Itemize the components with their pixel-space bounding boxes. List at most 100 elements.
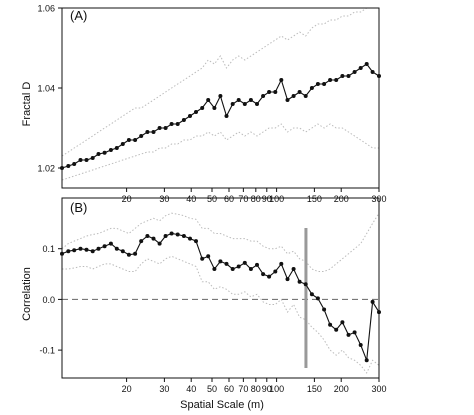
panel-b-data-point (297, 279, 302, 284)
panel-b-data-point (230, 267, 235, 271)
panel-b-data-point (175, 232, 180, 237)
panel-b-data-point (194, 239, 198, 244)
panel-a-data-point (66, 164, 71, 168)
panel-b-data-point (248, 267, 253, 271)
panel-b-data-point (315, 296, 320, 301)
panel-a-x-tick-label: 80 (251, 194, 261, 204)
panel-a-axis-frame (61, 7, 380, 189)
panel-b-x-tick-label: 80 (251, 384, 261, 394)
panel-b-data-point (352, 330, 357, 335)
panel-b-axis-frame (61, 197, 380, 379)
panel-b-data-point (267, 274, 272, 279)
panel-a-data-point (315, 82, 320, 86)
panel-a-data-point (139, 134, 144, 138)
panel-a-data-point (157, 126, 162, 130)
panel-a-x-tick-label: 20 (122, 194, 132, 204)
panel-a-x-tick-label: 50 (207, 194, 217, 204)
panel-b-data-point (340, 320, 345, 325)
panel-b-data-point (212, 267, 217, 271)
panel-b-x-axis-label: Spatial Scale (m) (180, 399, 264, 411)
panel-a-data-point (102, 150, 107, 155)
panel-b-data-point (151, 236, 156, 241)
panel-a-label: (A) (70, 8, 87, 23)
panel-a-data-point (218, 94, 223, 98)
panel-b-label: (B) (70, 200, 87, 215)
panel-a-data-point (255, 102, 259, 106)
panel-a-y-tick-label: 1.06 (37, 4, 55, 14)
panel-a-data-point (200, 106, 205, 110)
panel-a-data-point (261, 94, 266, 98)
panel-a-x-tick-label: 30 (159, 194, 169, 204)
panel-b-data-point (322, 307, 327, 312)
panel-a-data-point (364, 62, 369, 66)
panel-a-data-point (151, 130, 156, 134)
panel-b-series-line (61, 232, 380, 361)
panel-a-data-point (96, 152, 101, 156)
panel-a-data-point (309, 86, 314, 90)
panel-b-data-point (200, 256, 205, 261)
panel-a-data-point (334, 78, 339, 82)
panel-b-data-point (328, 322, 333, 327)
panel-b-data-point (78, 246, 83, 251)
panel-b-data-point (255, 262, 259, 267)
panel-a-data-point (133, 138, 138, 142)
panel-b-series (60, 231, 381, 363)
panel-b-reference-lines (62, 228, 379, 368)
panel-b-confidence-bands (61, 212, 380, 374)
panel-a-data-point (328, 78, 333, 82)
panel-a-data-point (84, 158, 89, 162)
panel-b-x-tick-label: 20 (122, 384, 132, 394)
panel-a-x-tick-label: 100 (269, 194, 284, 204)
panel-b-data-point (133, 251, 138, 256)
panel-a-y-tick-label: 1.02 (37, 164, 55, 174)
panel-b-x-tick-label: 150 (307, 384, 322, 394)
panel-a-data-point (279, 78, 284, 82)
panel-b-data-point (261, 272, 266, 277)
panel-b-plot-area (62, 198, 379, 378)
panel-b-data-point (236, 264, 241, 269)
panel-a-data-point (206, 98, 211, 102)
panel-b-data-point (72, 248, 77, 253)
panel-a-x-tick-label: 60 (224, 194, 234, 204)
panel-a-data-point (108, 148, 113, 152)
panel-a-data-point (188, 114, 192, 118)
panel-b: (B) Correlation -0.10.00.120 30 40 50 60 70 80… (21, 197, 387, 411)
panel-b-x-tick-label: 90 (262, 384, 272, 394)
panel-a-x-tick-label: 40 (186, 194, 196, 204)
panel-a-y-axis-label: Fractal D (21, 82, 33, 127)
panel-a-data-point (120, 142, 125, 146)
panel-b-data-point (84, 247, 89, 252)
panel-a-data-point (194, 110, 198, 114)
panel-b-data-point (181, 234, 186, 238)
panel-b-x-tick-label: 40 (186, 384, 196, 394)
panel-a-data-point (267, 90, 272, 94)
panel-b-upper-ci-line (61, 212, 380, 272)
panel-a-data-point (285, 98, 290, 102)
panel-a-data-point (340, 74, 345, 78)
panel-b-data-point (206, 254, 211, 259)
panel-b-x-tick-label: 300 (371, 384, 386, 394)
panel-a-data-point (303, 94, 308, 98)
panel-a-x-tick-label: 150 (307, 194, 322, 204)
panel-a-x-tick-label: 90 (262, 194, 272, 204)
panel-a-confidence-bands (61, 7, 379, 181)
panel-a-x-tick-label: 70 (238, 194, 248, 204)
panel-b-data-point (139, 239, 144, 244)
panel-b-data-point (66, 249, 71, 254)
panel-b-data-point (90, 249, 95, 254)
panel-a-data-point (358, 66, 363, 70)
panel-a-lower-ci-line (61, 123, 379, 181)
panel-b-data-point (126, 252, 131, 257)
panel-b-data-point (145, 234, 150, 238)
panel-a-data-point (230, 102, 235, 106)
panel-a-data-point (352, 70, 357, 74)
panel-b-data-point (96, 246, 101, 251)
panel-b-x-tick-label: 60 (224, 384, 234, 394)
panel-b-data-point (303, 282, 308, 287)
panel-a-data-point (291, 94, 296, 98)
panel-a-x-tick-label: 200 (334, 194, 349, 204)
panel-b-data-point (157, 241, 162, 246)
panel-b-y-axis-label: Correlation (21, 267, 33, 321)
